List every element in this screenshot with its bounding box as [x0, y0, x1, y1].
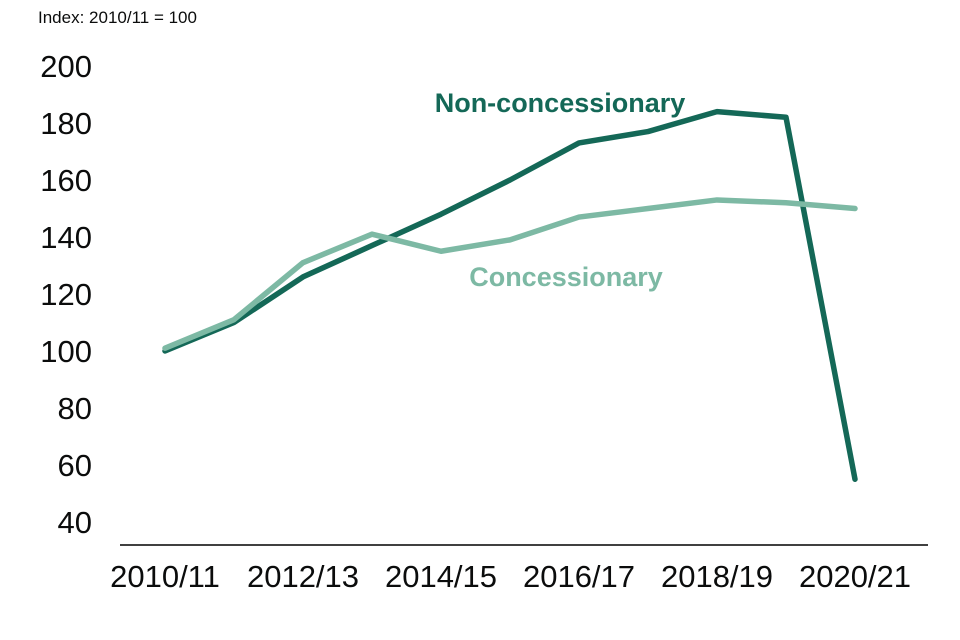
y-tick-label: 80	[58, 391, 92, 426]
x-tick-label: 2012/13	[247, 559, 359, 594]
y-tick-label: 140	[40, 220, 92, 255]
y-tick-label: 40	[58, 505, 92, 540]
y-tick-label: 200	[40, 49, 92, 84]
line-non-concessionary	[162, 108, 858, 482]
chart-index-note: Index: 2010/11 = 100	[38, 8, 197, 27]
x-tick-label: 2014/15	[385, 559, 497, 594]
y-tick-label: 120	[40, 277, 92, 312]
line-concessionary	[162, 197, 858, 351]
y-tick-label: 100	[40, 334, 92, 369]
y-tick-label: 60	[58, 448, 92, 483]
x-tick-label: 2020/21	[799, 559, 911, 594]
series-label-non-concessionary: Non-concessionary	[435, 88, 686, 118]
y-tick-label: 180	[40, 106, 92, 141]
x-tick-label: 2018/19	[661, 559, 773, 594]
x-tick-label: 2016/17	[523, 559, 635, 594]
series-label-concessionary: Concessionary	[469, 262, 663, 292]
y-tick-label: 160	[40, 163, 92, 198]
x-tick-label: 2010/11	[110, 559, 220, 594]
